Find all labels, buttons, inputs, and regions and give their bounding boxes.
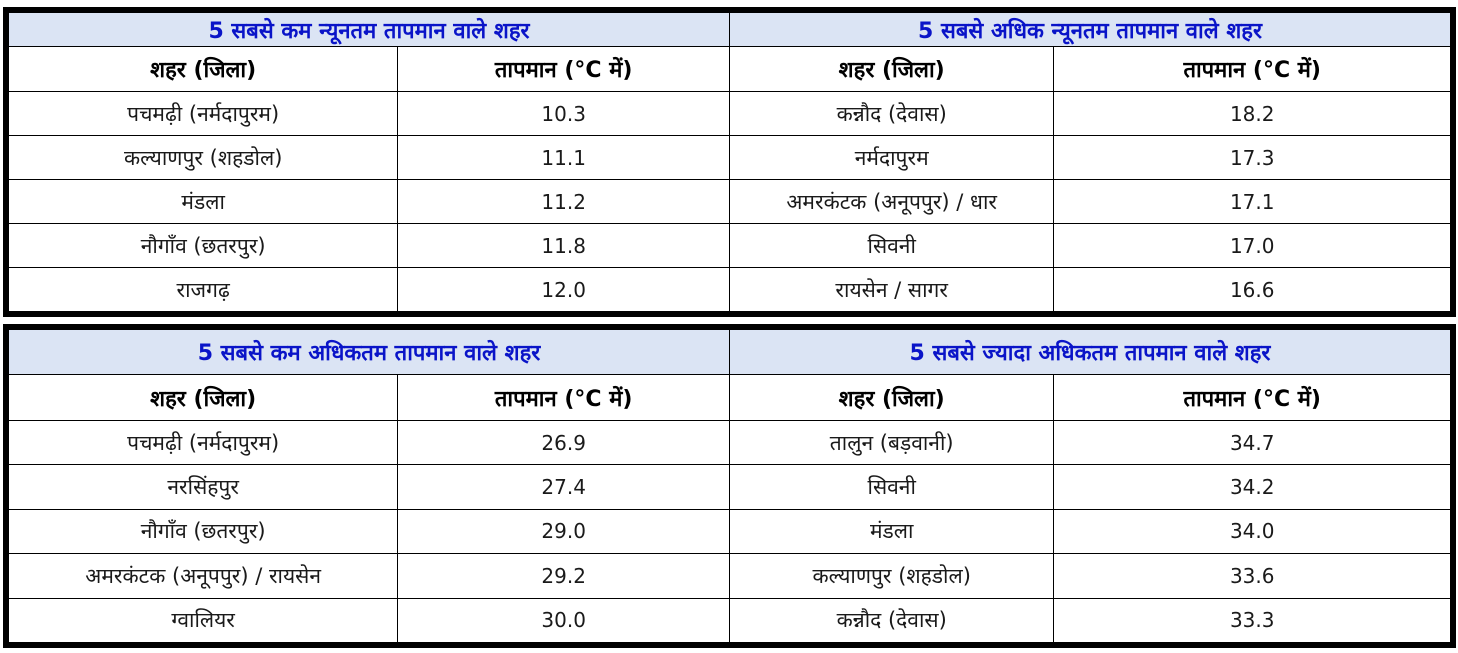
temperature-column-header: तापमान (°C में): [397, 46, 730, 92]
temperature-cell: 17.1: [1053, 179, 1451, 224]
city-cell: नौगाँव (छतरपुर): [7, 508, 399, 555]
city-cell: सिवनी: [728, 223, 1055, 268]
max-temperature-table: 5 सबसे कम अधिकतम तापमान वाले शहर 5 सबसे …: [7, 329, 1452, 644]
city-column-header: शहर (जिला): [728, 46, 1055, 92]
city-cell: अमरकंटक (अनूपपुर) / रायसेन: [7, 553, 399, 599]
city-column-header: शहर (जिला): [7, 46, 399, 92]
city-cell: नौगाँव (छतरपुर): [7, 223, 399, 268]
city-cell: पचमढ़ी (नर्मदापुरम): [7, 91, 399, 136]
city-cell: तालुन (बड़वानी): [728, 419, 1055, 466]
temperature-cell: 34.2: [1053, 464, 1451, 510]
temperature-cell: 16.6: [1053, 267, 1451, 312]
temperature-cell: 18.2: [1053, 91, 1451, 136]
city-cell: मंडला: [7, 179, 399, 224]
city-column-header: शहर (जिला): [7, 374, 399, 421]
temperature-column-header: तापमान (°C में): [1053, 46, 1451, 92]
city-column-header: शहर (जिला): [728, 374, 1055, 421]
min-temperature-block: 5 सबसे कम न्यूनतम तापमान वाले शहर 5 सबसे…: [3, 7, 1456, 317]
table-row: नरसिंहपुर 27.4 सिवनी 34.2: [7, 464, 1451, 510]
city-cell: नरसिंहपुर: [7, 464, 399, 510]
city-cell: राजगढ़: [7, 267, 399, 312]
city-cell: मंडला: [728, 508, 1055, 555]
lowest-max-temp-title: 5 सबसे कम अधिकतम तापमान वाले शहर: [8, 329, 730, 375]
max-temperature-block: 5 सबसे कम अधिकतम तापमान वाले शहर 5 सबसे …: [3, 324, 1456, 648]
city-cell: सिवनी: [728, 464, 1055, 510]
temperature-cell: 30.0: [397, 597, 730, 644]
table-row: कल्याणपुर (शहडोल) 11.1 नर्मदापुरम 17.3: [7, 135, 1451, 180]
lowest-min-temp-title: 5 सबसे कम न्यूनतम तापमान वाले शहर: [8, 12, 730, 47]
temperature-cell: 33.6: [1053, 553, 1451, 599]
min-temperature-table: 5 सबसे कम न्यूनतम तापमान वाले शहर 5 सबसे…: [7, 12, 1452, 312]
temperature-column-header: तापमान (°C में): [1053, 374, 1451, 421]
temperature-cell: 17.0: [1053, 223, 1451, 268]
temperature-cell: 27.4: [397, 464, 730, 510]
table-row: ग्वालियर 30.0 कन्नौद (देवास) 33.3: [7, 597, 1451, 644]
table-row: राजगढ़ 12.0 रायसेन / सागर 16.6: [7, 267, 1451, 312]
city-cell: कन्नौद (देवास): [728, 91, 1055, 136]
highest-max-temp-title: 5 सबसे ज्यादा अधिकतम तापमान वाले शहर: [728, 329, 1452, 375]
temperature-cell: 34.7: [1053, 419, 1451, 466]
temperature-cell: 11.1: [397, 135, 730, 180]
city-cell: पचमढ़ी (नर्मदापुरम): [7, 419, 399, 466]
temperature-cell: 11.8: [397, 223, 730, 268]
table-row: पचमढ़ी (नर्मदापुरम) 26.9 तालुन (बड़वानी)…: [7, 419, 1451, 466]
temperature-cell: 34.0: [1053, 508, 1451, 555]
temperature-cell: 29.2: [397, 553, 730, 599]
table-row: नौगाँव (छतरपुर) 11.8 सिवनी 17.0: [7, 223, 1451, 268]
city-cell: कल्याणपुर (शहडोल): [7, 135, 399, 180]
city-cell: अमरकंटक (अनूपपुर) / धार: [728, 179, 1055, 224]
highest-min-temp-title: 5 सबसे अधिक न्यूनतम तापमान वाले शहर: [728, 12, 1452, 47]
temperature-cell: 29.0: [397, 508, 730, 555]
temperature-cell: 33.3: [1053, 597, 1451, 644]
city-cell: नर्मदापुरम: [728, 135, 1055, 180]
temperature-column-header: तापमान (°C में): [397, 374, 730, 421]
city-cell: कल्याणपुर (शहडोल): [728, 553, 1055, 599]
city-cell: ग्वालियर: [7, 597, 399, 644]
table-row: मंडला 11.2 अमरकंटक (अनूपपुर) / धार 17.1: [7, 179, 1451, 224]
table-row: नौगाँव (छतरपुर) 29.0 मंडला 34.0: [7, 508, 1451, 555]
temperature-cell: 17.3: [1053, 135, 1451, 180]
city-cell: कन्नौद (देवास): [728, 597, 1055, 644]
temperature-cell: 12.0: [397, 267, 730, 312]
temperature-cell: 11.2: [397, 179, 730, 224]
temperature-cell: 10.3: [397, 91, 730, 136]
city-cell: रायसेन / सागर: [728, 267, 1055, 312]
table-row: पचमढ़ी (नर्मदापुरम) 10.3 कन्नौद (देवास) …: [7, 91, 1451, 136]
temperature-cell: 26.9: [397, 419, 730, 466]
table-row: अमरकंटक (अनूपपुर) / रायसेन 29.2 कल्याणपु…: [7, 553, 1451, 599]
